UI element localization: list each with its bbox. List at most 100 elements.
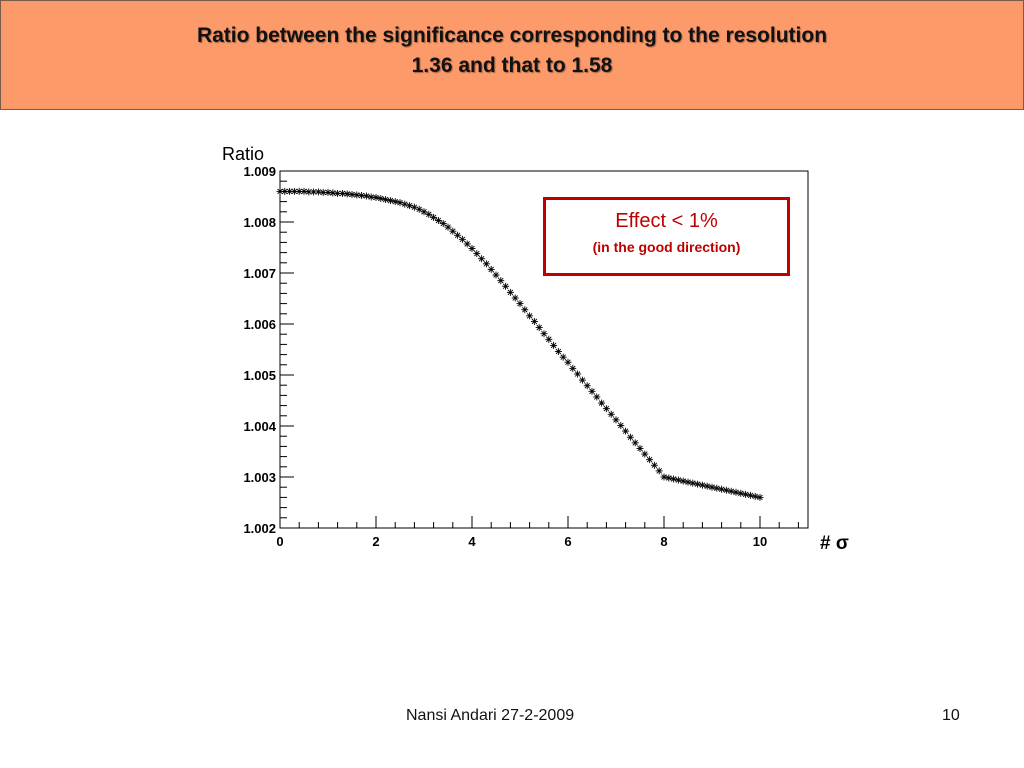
data-point [636, 444, 644, 452]
slide-title-line-2: 1.36 and that to 1.58 [411, 54, 613, 77]
data-point [478, 255, 486, 263]
effect-annotation-main: Effect < 1% [615, 210, 718, 232]
footer-author: Nansi Andari 27-2-2009 [406, 707, 575, 724]
data-point [382, 196, 390, 204]
data-point [468, 245, 476, 253]
x-tick-label: 10 [753, 534, 767, 549]
data-point [612, 416, 620, 424]
data-point [718, 485, 726, 493]
data-point [530, 317, 538, 325]
data-point [574, 370, 582, 378]
data-point [449, 227, 457, 235]
data-point [324, 188, 332, 196]
data-point [386, 197, 394, 205]
data-point [535, 324, 543, 332]
data-point [583, 382, 591, 390]
data-point [684, 478, 692, 486]
data-point [564, 358, 572, 366]
page-number: 10 [942, 707, 960, 724]
data-point [310, 188, 318, 196]
data-point [338, 189, 346, 197]
data-point [334, 189, 342, 197]
data-point [732, 488, 740, 496]
data-point [367, 193, 375, 201]
data-point [353, 191, 361, 199]
effect-annotation-sub: (in the good direction) [592, 239, 741, 255]
data-point [650, 461, 658, 469]
data-point [578, 376, 586, 384]
data-point [458, 235, 466, 243]
y-tick-label: 1.006 [243, 317, 276, 332]
data-point [602, 405, 610, 413]
data-point [655, 467, 663, 475]
y-tick-label: 1.008 [243, 215, 276, 230]
data-point [742, 490, 750, 498]
plot-frame [279, 170, 809, 529]
data-point [660, 473, 668, 481]
data-point [593, 393, 601, 401]
y-tick-label: 1.005 [243, 368, 276, 383]
y-tick-label: 1.007 [243, 266, 276, 281]
data-point [708, 483, 716, 491]
data-point [631, 439, 639, 447]
data-point [329, 189, 337, 197]
data-point [300, 187, 308, 195]
x-axis-label: # σ [820, 533, 849, 554]
data-point [420, 208, 428, 216]
data-point [473, 250, 481, 258]
data-point [425, 210, 433, 218]
data-point [358, 191, 366, 199]
data-point [554, 348, 562, 356]
data-point [737, 489, 745, 497]
y-tick-label: 1.002 [243, 521, 276, 536]
title-banner: Ratio between the significance correspon… [0, 0, 1024, 110]
data-point [545, 335, 553, 343]
data-point [540, 330, 548, 338]
data-point [569, 364, 577, 372]
data-point [444, 223, 452, 231]
x-tick-label: 8 [660, 534, 667, 549]
data-point [391, 198, 399, 206]
data-point [492, 271, 500, 279]
data-point [703, 482, 711, 490]
data-point [516, 300, 524, 308]
data-point [550, 341, 558, 349]
data-point [588, 387, 596, 395]
data-point [521, 306, 529, 314]
data-point [646, 456, 654, 464]
data-point [674, 476, 682, 484]
y-tick-label: 1.004 [243, 419, 276, 434]
data-point [377, 195, 385, 203]
data-point [454, 231, 462, 239]
effect-annotation-box: Effect < 1% (in the good direction) [543, 197, 790, 276]
data-point [727, 487, 735, 495]
data-point [362, 192, 370, 200]
x-tick-label: 6 [564, 534, 571, 549]
data-point [319, 188, 327, 196]
data-point [689, 479, 697, 487]
data-point [406, 202, 414, 210]
data-point [526, 312, 534, 320]
y-axis-label: Ratio [222, 144, 264, 164]
data-point [401, 200, 409, 208]
data-point [430, 213, 438, 221]
data-point [713, 484, 721, 492]
data-point [641, 450, 649, 458]
data-point [617, 421, 625, 429]
data-point [463, 240, 471, 248]
data-point [502, 282, 510, 290]
data-point [396, 199, 404, 207]
x-tick-label: 4 [468, 534, 476, 549]
data-point [559, 353, 567, 361]
data-point [626, 433, 634, 441]
data-point [694, 480, 702, 488]
data-point [756, 493, 764, 501]
data-point [415, 205, 423, 213]
data-point [670, 475, 678, 483]
data-point [506, 288, 514, 296]
data-point [665, 474, 673, 482]
data-point [679, 477, 687, 485]
data-point [482, 260, 490, 268]
data-point [511, 294, 519, 302]
data-point [372, 194, 380, 202]
